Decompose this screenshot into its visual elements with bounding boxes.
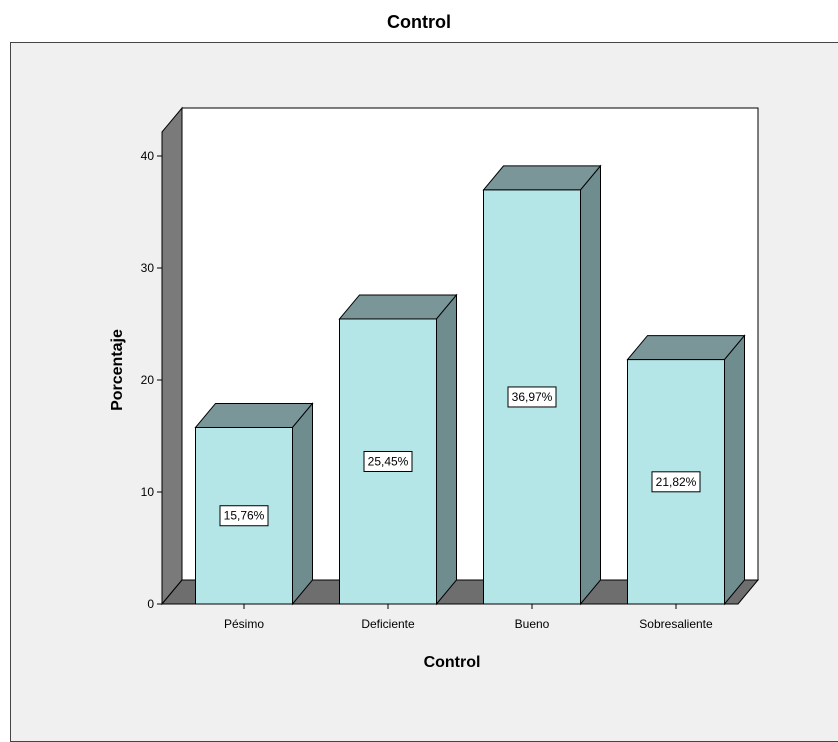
bar-side [580,164,601,606]
data-label: 21,82% [656,475,697,489]
bar: 15,76% [194,402,314,606]
bars: 15,76% 25,45% 36,97% 21,82% [194,164,746,606]
bar-side [436,293,457,606]
x-tick-label: Bueno [515,617,550,631]
y-axis: 0 10 20 30 40 [141,149,162,611]
bar: 21,82% [626,334,746,606]
data-label: 36,97% [512,390,553,404]
y-axis-title: Porcentaje [109,329,126,411]
x-axis-title: Control [424,654,481,671]
x-tick-label: Pésimo [224,617,264,631]
data-label-box [651,471,701,493]
data-label-box [219,505,269,527]
y-tick-label: 0 [147,597,154,611]
x-tick-label: Sobresaliente [639,617,713,631]
y-tick-label: 30 [141,261,155,275]
data-label: 15,76% [224,509,265,523]
bar: 25,45% [338,293,458,606]
data-label-box [507,386,557,408]
chart-title: Control [387,12,451,32]
bar: 36,97% [482,164,602,606]
chart-walls [160,106,760,606]
data-label: 25,45% [368,454,409,468]
data-label-box [363,450,413,472]
x-axis: Pésimo Deficiente Bueno Sobresaliente [224,604,713,631]
x-tick-label: Deficiente [361,617,415,631]
y-tick-label: 10 [141,485,155,499]
y-tick-label: 20 [141,373,155,387]
y-tick-label: 40 [141,149,155,163]
side-wall [161,106,183,606]
bar-side [724,334,745,606]
bar-side [292,402,313,606]
